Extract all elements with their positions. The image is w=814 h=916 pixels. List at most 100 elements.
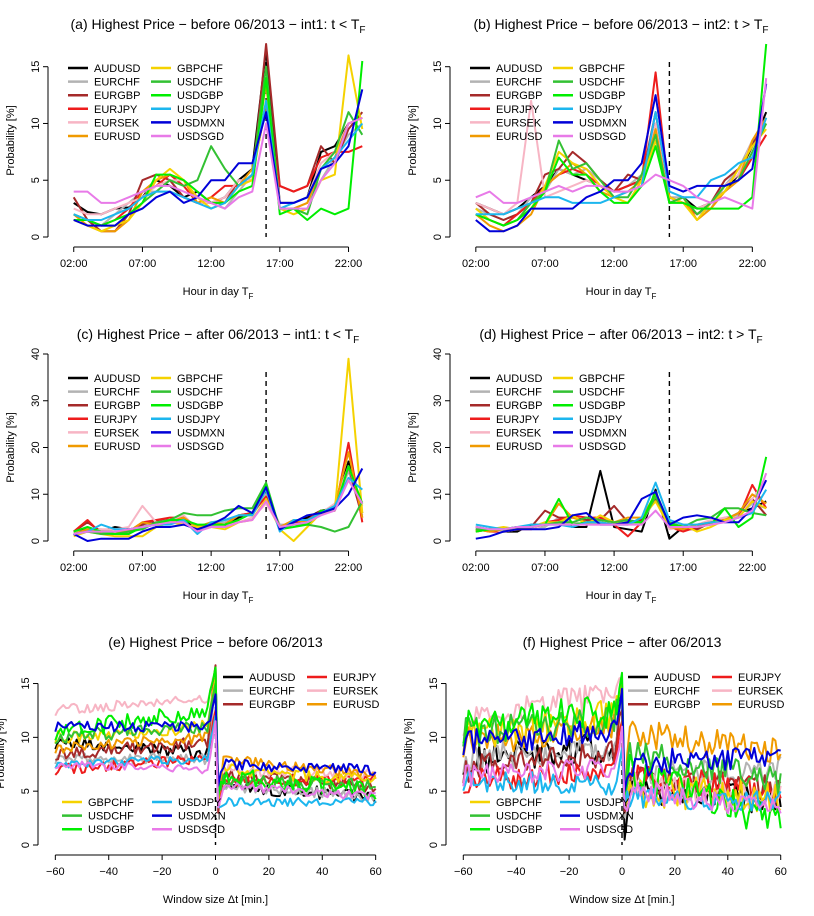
x-tick-label: 22:00 — [739, 258, 767, 270]
y-tick-label: 40 — [432, 348, 444, 360]
legend-label: EURSEK — [496, 117, 542, 129]
x-tick-label: 12:00 — [197, 562, 225, 574]
series-line-eurusd — [73, 82, 363, 233]
legend-label: EURGBP — [654, 699, 700, 711]
y-tick-label: 0 — [30, 538, 42, 544]
legend-label: EURGBP — [94, 90, 140, 102]
y-axis-label: Probability [%] — [0, 718, 7, 788]
label-subscript: F — [762, 25, 768, 36]
series-line-usdsgd — [475, 77, 768, 210]
series-line-usdgbp — [475, 43, 768, 227]
x-tick-label: 40 — [316, 866, 328, 878]
x-tick-label: 02:00 — [462, 258, 490, 270]
x-tick-label: −20 — [153, 866, 172, 878]
chart-title: (b) Highest Price − before 06/2013 − int… — [474, 16, 769, 36]
x-tick-label: 12:00 — [600, 258, 628, 270]
legend-label: EURGBP — [94, 400, 140, 412]
chart-panel-c: (c) Highest Price − after 06/2013 − int1… — [5, 326, 364, 605]
y-tick-label: 0 — [20, 842, 32, 848]
series-line-eurjpy — [73, 105, 363, 227]
y-tick-label: 15 — [30, 61, 42, 73]
series-line-usdgbp — [73, 465, 364, 535]
legend-label: USDJPY — [586, 797, 630, 809]
chart-panel-b: (b) Highest Price − before 06/2013 − int… — [407, 16, 768, 301]
label-subscript: F — [248, 292, 253, 301]
y-axis: 0 5 10 15 Probability [%] — [5, 61, 49, 240]
series-line-usdmxn — [54, 693, 377, 787]
series-line-usdgbp — [462, 671, 782, 830]
legend-label: USDCHF — [88, 811, 134, 823]
x-tick-label: 12:00 — [600, 562, 628, 574]
chart-panel-a: (a) Highest Price − before 06/2013 − int… — [5, 16, 365, 301]
chart-title: (a) Highest Price − before 06/2013 − int… — [71, 16, 366, 36]
legend-label: EURUSD — [94, 441, 141, 453]
series-group — [475, 456, 768, 540]
y-tick-label: 5 — [432, 177, 444, 183]
series-line-usdmxn — [475, 83, 768, 233]
legend-label: AUDUSD — [496, 63, 543, 75]
legend-label: USDGBP — [88, 824, 134, 836]
legend-label: USDMXN — [178, 811, 226, 823]
label-subscript: F — [248, 596, 253, 605]
legend-label: EURGBP — [496, 90, 542, 102]
y-tick-label: 0 — [432, 234, 444, 240]
legend-label: AUDUSD — [496, 373, 543, 385]
legend-label: GBPCHF — [579, 373, 625, 385]
legend-label: EURCHF — [94, 387, 140, 399]
y-axis-label: Probability [%] — [407, 412, 419, 482]
x-tick-label: 17:00 — [669, 258, 697, 270]
legend-label: EURSEK — [496, 427, 542, 439]
legend-label: USDJPY — [177, 414, 221, 426]
label-main: (a) Highest Price − before 06/2013 − int… — [71, 16, 360, 32]
y-tick-label: 10 — [30, 488, 42, 500]
x-axis: 02:00 07:00 12:00 17:00 22:00 Hour in day TF — [60, 246, 362, 301]
y-tick-label: 0 — [30, 234, 42, 240]
legend-label: USDCHF — [579, 77, 625, 89]
legend-label: EURJPY — [738, 672, 782, 684]
series-line-usdsgd — [55, 720, 376, 809]
series-line-usdsgd — [475, 472, 768, 531]
x-tick-label: 12:00 — [197, 258, 225, 270]
series-line-eurgbp — [55, 664, 377, 814]
y-tick-label: 10 — [428, 731, 440, 743]
legend-label: EURSEK — [94, 117, 140, 129]
x-axis: −60 −40 −20 0 20 40 60 Window size Δt [min.] — [46, 854, 382, 906]
legend-label: USDCHF — [177, 77, 223, 89]
chart-title: (d) Highest Price − after 06/2013 − int2… — [479, 326, 762, 346]
label-main: Window size Δt [min.] — [569, 894, 674, 906]
legend-label: EURSEK — [94, 427, 140, 439]
legend-label: GBPCHF — [579, 63, 625, 75]
x-tick-label: −60 — [454, 866, 473, 878]
legend-label: USDMXN — [177, 427, 225, 439]
x-tick-label: 02:00 — [60, 258, 88, 270]
y-tick-label: 30 — [30, 395, 42, 407]
series-line-gbpchf — [73, 357, 364, 542]
y-tick-label: 5 — [20, 788, 32, 794]
legend-label: USDMXN — [579, 117, 627, 129]
legend-label: USDGBP — [496, 824, 542, 836]
chart-panel-e: (e) Highest Price − before 06/2013 0 5 10 15… — [0, 634, 382, 906]
x-tick-label: 02:00 — [462, 562, 490, 574]
y-tick-label: 5 — [428, 788, 440, 794]
series-line-usdjpy — [475, 111, 768, 216]
label-subscript: F — [651, 292, 656, 301]
label-main: Window size Δt [min.] — [163, 894, 268, 906]
label-subscript: F — [353, 335, 359, 346]
x-axis-label: Hour in day TF — [183, 286, 254, 301]
legend-label: GBPCHF — [177, 63, 223, 75]
y-tick-label: 0 — [432, 538, 444, 544]
y-axis-label: Probability [%] — [5, 412, 17, 482]
legend-label: USDJPY — [178, 797, 222, 809]
legend-label: EURCHF — [654, 686, 700, 698]
legend-label: EURCHF — [249, 686, 295, 698]
x-tick-label: 0 — [212, 866, 218, 878]
x-axis: −60 −40 −20 0 20 40 60 Window size Δt [min.] — [454, 854, 787, 906]
x-tick-label: −40 — [507, 866, 526, 878]
label-subscript: F — [757, 335, 763, 346]
chart-title: (c) Highest Price − after 06/2013 − int1… — [77, 326, 360, 346]
